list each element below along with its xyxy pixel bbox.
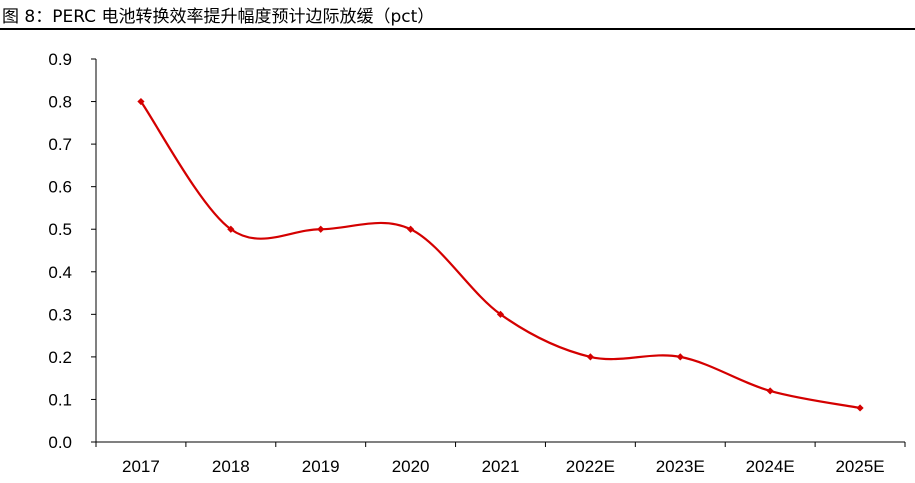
data-point-marker-2018 (227, 225, 235, 233)
x-axis-ticks: 2017 2018 2019 2020 2021 2022E 2023E 2024E 2025E (95, 442, 906, 476)
x-tick-label: 2022E (566, 457, 615, 476)
y-tick-label: 0.2 (48, 348, 72, 367)
data-point-marker-2020 (407, 225, 415, 233)
data-point-marker-2024E (766, 387, 774, 395)
series-markers (137, 97, 864, 412)
y-tick-label: 0.8 (48, 93, 72, 112)
data-point-marker-2022E (586, 353, 594, 361)
x-tick-label: 2025E (835, 457, 884, 476)
chart-title: 图 8：PERC 电池转换效率提升幅度预计边际放缓（pct） (2, 7, 435, 27)
y-tick-label: 0.4 (48, 263, 72, 282)
data-point-marker-2023E (676, 353, 684, 361)
y-tick-label: 0.6 (48, 178, 72, 197)
x-tick-label: 2017 (122, 457, 160, 476)
x-tick-label: 2019 (302, 457, 340, 476)
title-divider (0, 28, 915, 30)
y-tick-label: 0.0 (48, 433, 72, 452)
x-tick-label: 2018 (212, 457, 250, 476)
y-tick-label: 0.1 (48, 390, 72, 409)
y-tick-label: 0.9 (48, 50, 72, 69)
data-point-marker-2019 (317, 225, 325, 233)
data-point-marker-2021 (496, 310, 505, 318)
axes (95, 59, 905, 443)
x-tick-label: 2021 (482, 457, 520, 476)
data-point-marker-2025E (856, 404, 864, 412)
y-axis-ticks: 0.0 0.1 0.2 0.3 0.4 0.5 0.6 0.7 0.8 0.9 (48, 50, 96, 452)
series-line (140, 100, 861, 410)
y-tick-label: 0.5 (48, 220, 72, 239)
y-tick-label: 0.3 (48, 305, 72, 324)
x-tick-label: 2023E (656, 457, 705, 476)
series-lines (140, 100, 861, 410)
data-point-marker-2017 (137, 97, 145, 106)
x-tick-label: 2024E (746, 457, 795, 476)
y-tick-label: 0.7 (48, 135, 72, 154)
x-tick-label: 2020 (392, 457, 430, 476)
